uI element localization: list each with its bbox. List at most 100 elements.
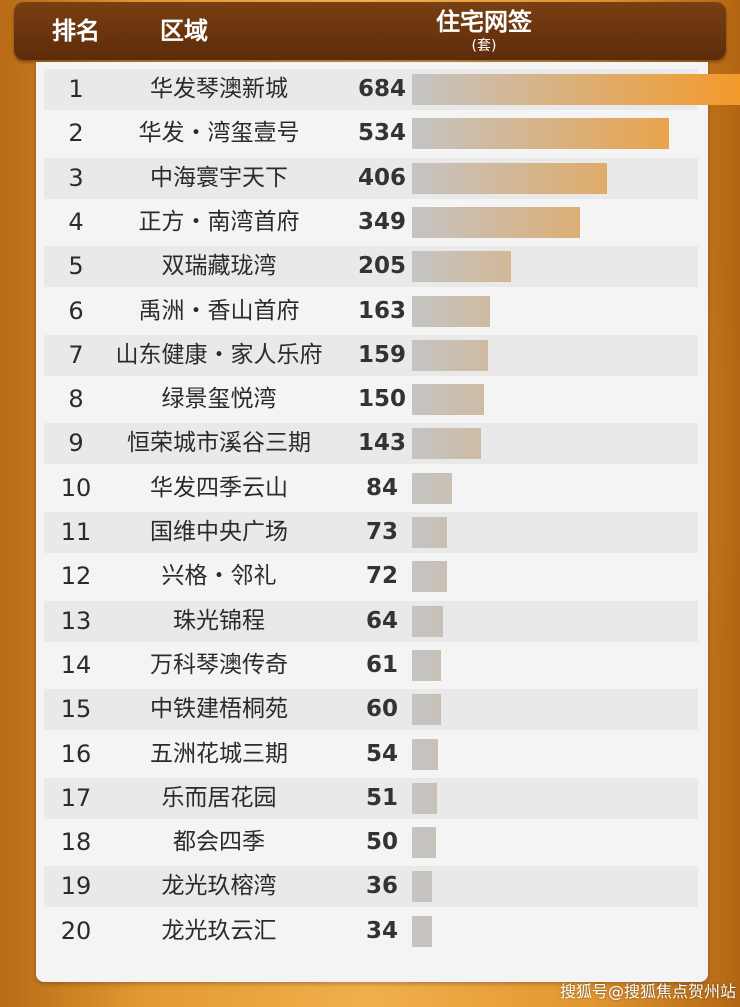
table-row: 7 山东健康・家人乐府 159 bbox=[44, 335, 698, 376]
table-row: 12 兴格・邻礼 72 bbox=[44, 556, 698, 597]
sales-value-label: 143 bbox=[357, 430, 406, 456]
project-name: 乐而居花园 bbox=[161, 785, 277, 811]
sales-bar bbox=[412, 606, 443, 637]
rank-number: 9 bbox=[68, 429, 84, 457]
project-name: 山东健康・家人乐府 bbox=[115, 342, 323, 368]
rank-number: 13 bbox=[60, 607, 92, 635]
sales-bar bbox=[412, 428, 481, 459]
project-name: 中海寰宇天下 bbox=[150, 165, 288, 191]
table-row: 6 禹洲・香山首府 163 bbox=[44, 291, 698, 332]
sales-value-label: 36 bbox=[365, 873, 398, 899]
rank-number: 11 bbox=[60, 518, 92, 546]
sales-bar bbox=[412, 650, 441, 681]
table-row: 11 国维中央广场 73 bbox=[44, 512, 698, 553]
rank-number: 7 bbox=[68, 341, 84, 369]
sales-value-label: 84 bbox=[365, 475, 398, 501]
sales-column-header: 住宅网签 bbox=[436, 8, 532, 36]
table-row: 10 华发四季云山 84 bbox=[44, 468, 698, 509]
rank-number: 6 bbox=[68, 297, 84, 325]
sales-value-label: 50 bbox=[365, 829, 398, 855]
sales-bar bbox=[412, 340, 488, 371]
rank-number: 15 bbox=[60, 695, 92, 723]
project-name: 双瑞藏珑湾 bbox=[161, 253, 277, 279]
sales-value-label: 406 bbox=[357, 165, 406, 191]
table-row: 3 中海寰宇天下 406 bbox=[44, 158, 698, 199]
sales-value-label: 64 bbox=[365, 608, 398, 634]
project-name: 都会四季 bbox=[173, 829, 265, 855]
rank-number: 1 bbox=[68, 75, 84, 103]
sales-bar bbox=[412, 118, 669, 149]
sales-bar bbox=[412, 827, 436, 858]
project-name: 华发琴澳新城 bbox=[150, 76, 288, 102]
sales-value-label: 163 bbox=[357, 298, 406, 324]
project-name: 禹洲・香山首府 bbox=[138, 298, 300, 324]
sales-bar bbox=[412, 783, 437, 814]
table-row: 19 龙光玖榕湾 36 bbox=[44, 866, 698, 907]
sales-bar bbox=[412, 561, 447, 592]
sales-bar bbox=[412, 694, 441, 725]
sales-value-label: 159 bbox=[357, 342, 406, 368]
rank-number: 18 bbox=[60, 828, 92, 856]
rank-number: 12 bbox=[60, 562, 92, 590]
project-name: 兴格・邻礼 bbox=[161, 563, 277, 589]
project-name: 国维中央广场 bbox=[150, 519, 288, 545]
table-row: 20 龙光玖云汇 34 bbox=[44, 911, 698, 952]
table-row: 1 华发琴澳新城 684 bbox=[44, 69, 740, 110]
rank-number: 10 bbox=[60, 474, 92, 502]
area-column-header: 区域 bbox=[160, 17, 208, 45]
table-row: 9 恒荣城市溪谷三期 143 bbox=[44, 423, 698, 464]
sales-bar bbox=[412, 163, 607, 194]
project-name: 绿景玺悦湾 bbox=[161, 386, 277, 412]
rank-number: 3 bbox=[68, 164, 84, 192]
rank-number: 14 bbox=[60, 651, 92, 679]
sales-unit-label: (套) bbox=[471, 38, 497, 54]
sales-bar bbox=[412, 517, 447, 548]
project-name: 恒荣城市溪谷三期 bbox=[127, 430, 311, 456]
sales-value-label: 54 bbox=[365, 741, 398, 767]
sales-value-label: 72 bbox=[365, 563, 398, 589]
rank-number: 2 bbox=[68, 119, 84, 147]
sales-bar bbox=[412, 207, 580, 238]
table-row: 13 珠光锦程 64 bbox=[44, 601, 698, 642]
project-name: 五洲花城三期 bbox=[150, 741, 288, 767]
rank-number: 17 bbox=[60, 784, 92, 812]
sales-bar bbox=[412, 74, 740, 105]
rank-number: 19 bbox=[60, 872, 92, 900]
project-name: 中铁建梧桐苑 bbox=[150, 696, 288, 722]
rank-column-header: 排名 bbox=[52, 17, 100, 45]
sales-value-label: 150 bbox=[357, 386, 406, 412]
project-name: 华发・湾玺壹号 bbox=[138, 120, 300, 146]
sales-bar bbox=[412, 296, 490, 327]
sales-bar bbox=[412, 473, 452, 504]
project-name: 万科琴澳传奇 bbox=[150, 652, 288, 678]
sales-bar bbox=[412, 916, 432, 947]
sales-bar bbox=[412, 384, 484, 415]
rank-number: 4 bbox=[68, 208, 84, 236]
table-row: 8 绿景玺悦湾 150 bbox=[44, 379, 698, 420]
sales-bar bbox=[412, 251, 511, 282]
sales-value-label: 34 bbox=[365, 918, 398, 944]
table-row: 16 五洲花城三期 54 bbox=[44, 734, 698, 775]
sales-bar bbox=[412, 871, 432, 902]
table-row: 17 乐而居花园 51 bbox=[44, 778, 698, 819]
sales-value-label: 205 bbox=[357, 253, 406, 279]
table-row: 15 中铁建梧桐苑 60 bbox=[44, 689, 698, 730]
table-row: 5 双瑞藏珑湾 205 bbox=[44, 246, 698, 287]
project-name: 华发四季云山 bbox=[150, 475, 288, 501]
rank-number: 5 bbox=[68, 252, 84, 280]
rank-number: 20 bbox=[60, 917, 92, 945]
rank-number: 8 bbox=[68, 385, 84, 413]
watermark: 搜狐号@搜狐焦点贺州站 bbox=[560, 982, 737, 1001]
sales-value-label: 61 bbox=[365, 652, 398, 678]
project-name: 龙光玖云汇 bbox=[161, 918, 277, 944]
sales-value-label: 534 bbox=[357, 120, 406, 146]
sales-value-label: 73 bbox=[365, 519, 398, 545]
sales-value-label: 349 bbox=[357, 209, 406, 235]
project-name: 正方・南湾首府 bbox=[138, 209, 300, 235]
sales-bar bbox=[412, 739, 438, 770]
sales-value-label: 684 bbox=[357, 76, 406, 102]
rank-number: 16 bbox=[60, 740, 92, 768]
project-name: 珠光锦程 bbox=[173, 608, 265, 634]
sales-value-label: 51 bbox=[365, 785, 398, 811]
table-row: 14 万科琴澳传奇 61 bbox=[44, 645, 698, 686]
